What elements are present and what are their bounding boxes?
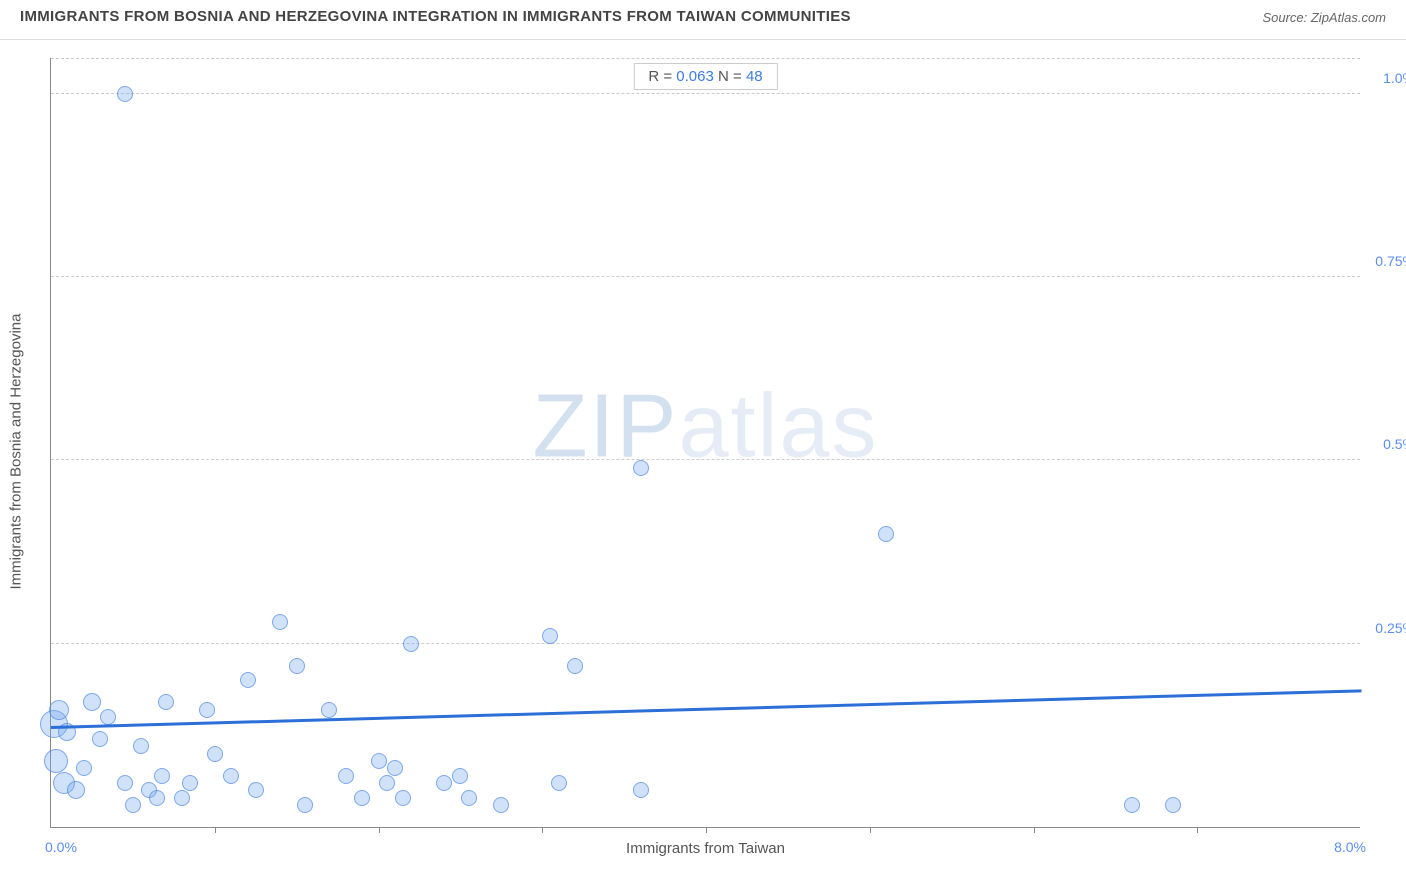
- page-title: IMMIGRANTS FROM BOSNIA AND HERZEGOVINA I…: [20, 8, 1386, 25]
- data-point: [452, 768, 468, 784]
- x-minor-tick: [542, 827, 543, 833]
- data-point: [371, 753, 387, 769]
- data-point: [1165, 797, 1181, 813]
- data-point: [338, 768, 354, 784]
- data-point: [125, 797, 141, 813]
- y-tick-label: 0.75%: [1365, 253, 1406, 269]
- gridline-h: [51, 58, 1360, 59]
- data-point: [633, 460, 649, 476]
- x-minor-tick: [215, 827, 216, 833]
- scatter-chart: ZIPatlas R = 0.063 N = 48 Immigrants fro…: [50, 58, 1360, 828]
- data-point: [289, 658, 305, 674]
- watermark-prefix: ZIP: [532, 377, 678, 477]
- n-label: N =: [714, 68, 746, 85]
- data-point: [878, 526, 894, 542]
- x-tick-max: 8.0%: [1334, 839, 1366, 855]
- data-point: [248, 782, 264, 798]
- data-point: [44, 749, 68, 773]
- data-point: [354, 790, 370, 806]
- data-point: [493, 797, 509, 813]
- header: IMMIGRANTS FROM BOSNIA AND HERZEGOVINA I…: [0, 0, 1406, 40]
- data-point: [67, 781, 85, 799]
- data-point: [633, 782, 649, 798]
- gridline-h: [51, 93, 1360, 94]
- data-point: [436, 775, 452, 791]
- y-tick-label: 0.5%: [1365, 436, 1406, 452]
- x-axis-label: Immigrants from Taiwan: [626, 840, 785, 857]
- n-value: 48: [746, 68, 763, 85]
- data-point: [49, 700, 69, 720]
- data-point: [182, 775, 198, 791]
- x-minor-tick: [706, 827, 707, 833]
- data-point: [117, 775, 133, 791]
- data-point: [1124, 797, 1140, 813]
- x-tick-min: 0.0%: [45, 839, 77, 855]
- data-point: [100, 709, 116, 725]
- data-point: [379, 775, 395, 791]
- data-point: [461, 790, 477, 806]
- data-point: [403, 636, 419, 652]
- data-point: [272, 614, 288, 630]
- gridline-h: [51, 459, 1360, 460]
- data-point: [149, 790, 165, 806]
- data-point: [395, 790, 411, 806]
- watermark: ZIPatlas: [532, 376, 878, 479]
- y-tick-label: 0.25%: [1365, 620, 1406, 636]
- data-point: [92, 731, 108, 747]
- x-minor-tick: [1197, 827, 1198, 833]
- stats-box: R = 0.063 N = 48: [633, 63, 777, 90]
- x-minor-tick: [379, 827, 380, 833]
- data-point: [567, 658, 583, 674]
- data-point: [117, 86, 133, 102]
- source-attribution: Source: ZipAtlas.com: [1262, 10, 1386, 25]
- data-point: [158, 694, 174, 710]
- data-point: [133, 738, 149, 754]
- trend-line: [51, 689, 1361, 728]
- gridline-h: [51, 276, 1360, 277]
- data-point: [154, 768, 170, 784]
- data-point: [551, 775, 567, 791]
- data-point: [174, 790, 190, 806]
- data-point: [76, 760, 92, 776]
- data-point: [223, 768, 239, 784]
- r-value: 0.063: [676, 68, 714, 85]
- r-label: R =: [648, 68, 676, 85]
- data-point: [83, 693, 101, 711]
- gridline-h: [51, 643, 1360, 644]
- data-point: [199, 702, 215, 718]
- data-point: [240, 672, 256, 688]
- data-point: [297, 797, 313, 813]
- y-axis-label: Immigrants from Bosnia and Herzegovina: [8, 313, 25, 589]
- x-minor-tick: [1034, 827, 1035, 833]
- watermark-suffix: atlas: [678, 377, 878, 477]
- y-tick-label: 1.0%: [1365, 70, 1406, 86]
- data-point: [387, 760, 403, 776]
- data-point: [207, 746, 223, 762]
- data-point: [321, 702, 337, 718]
- data-point: [542, 628, 558, 644]
- x-minor-tick: [870, 827, 871, 833]
